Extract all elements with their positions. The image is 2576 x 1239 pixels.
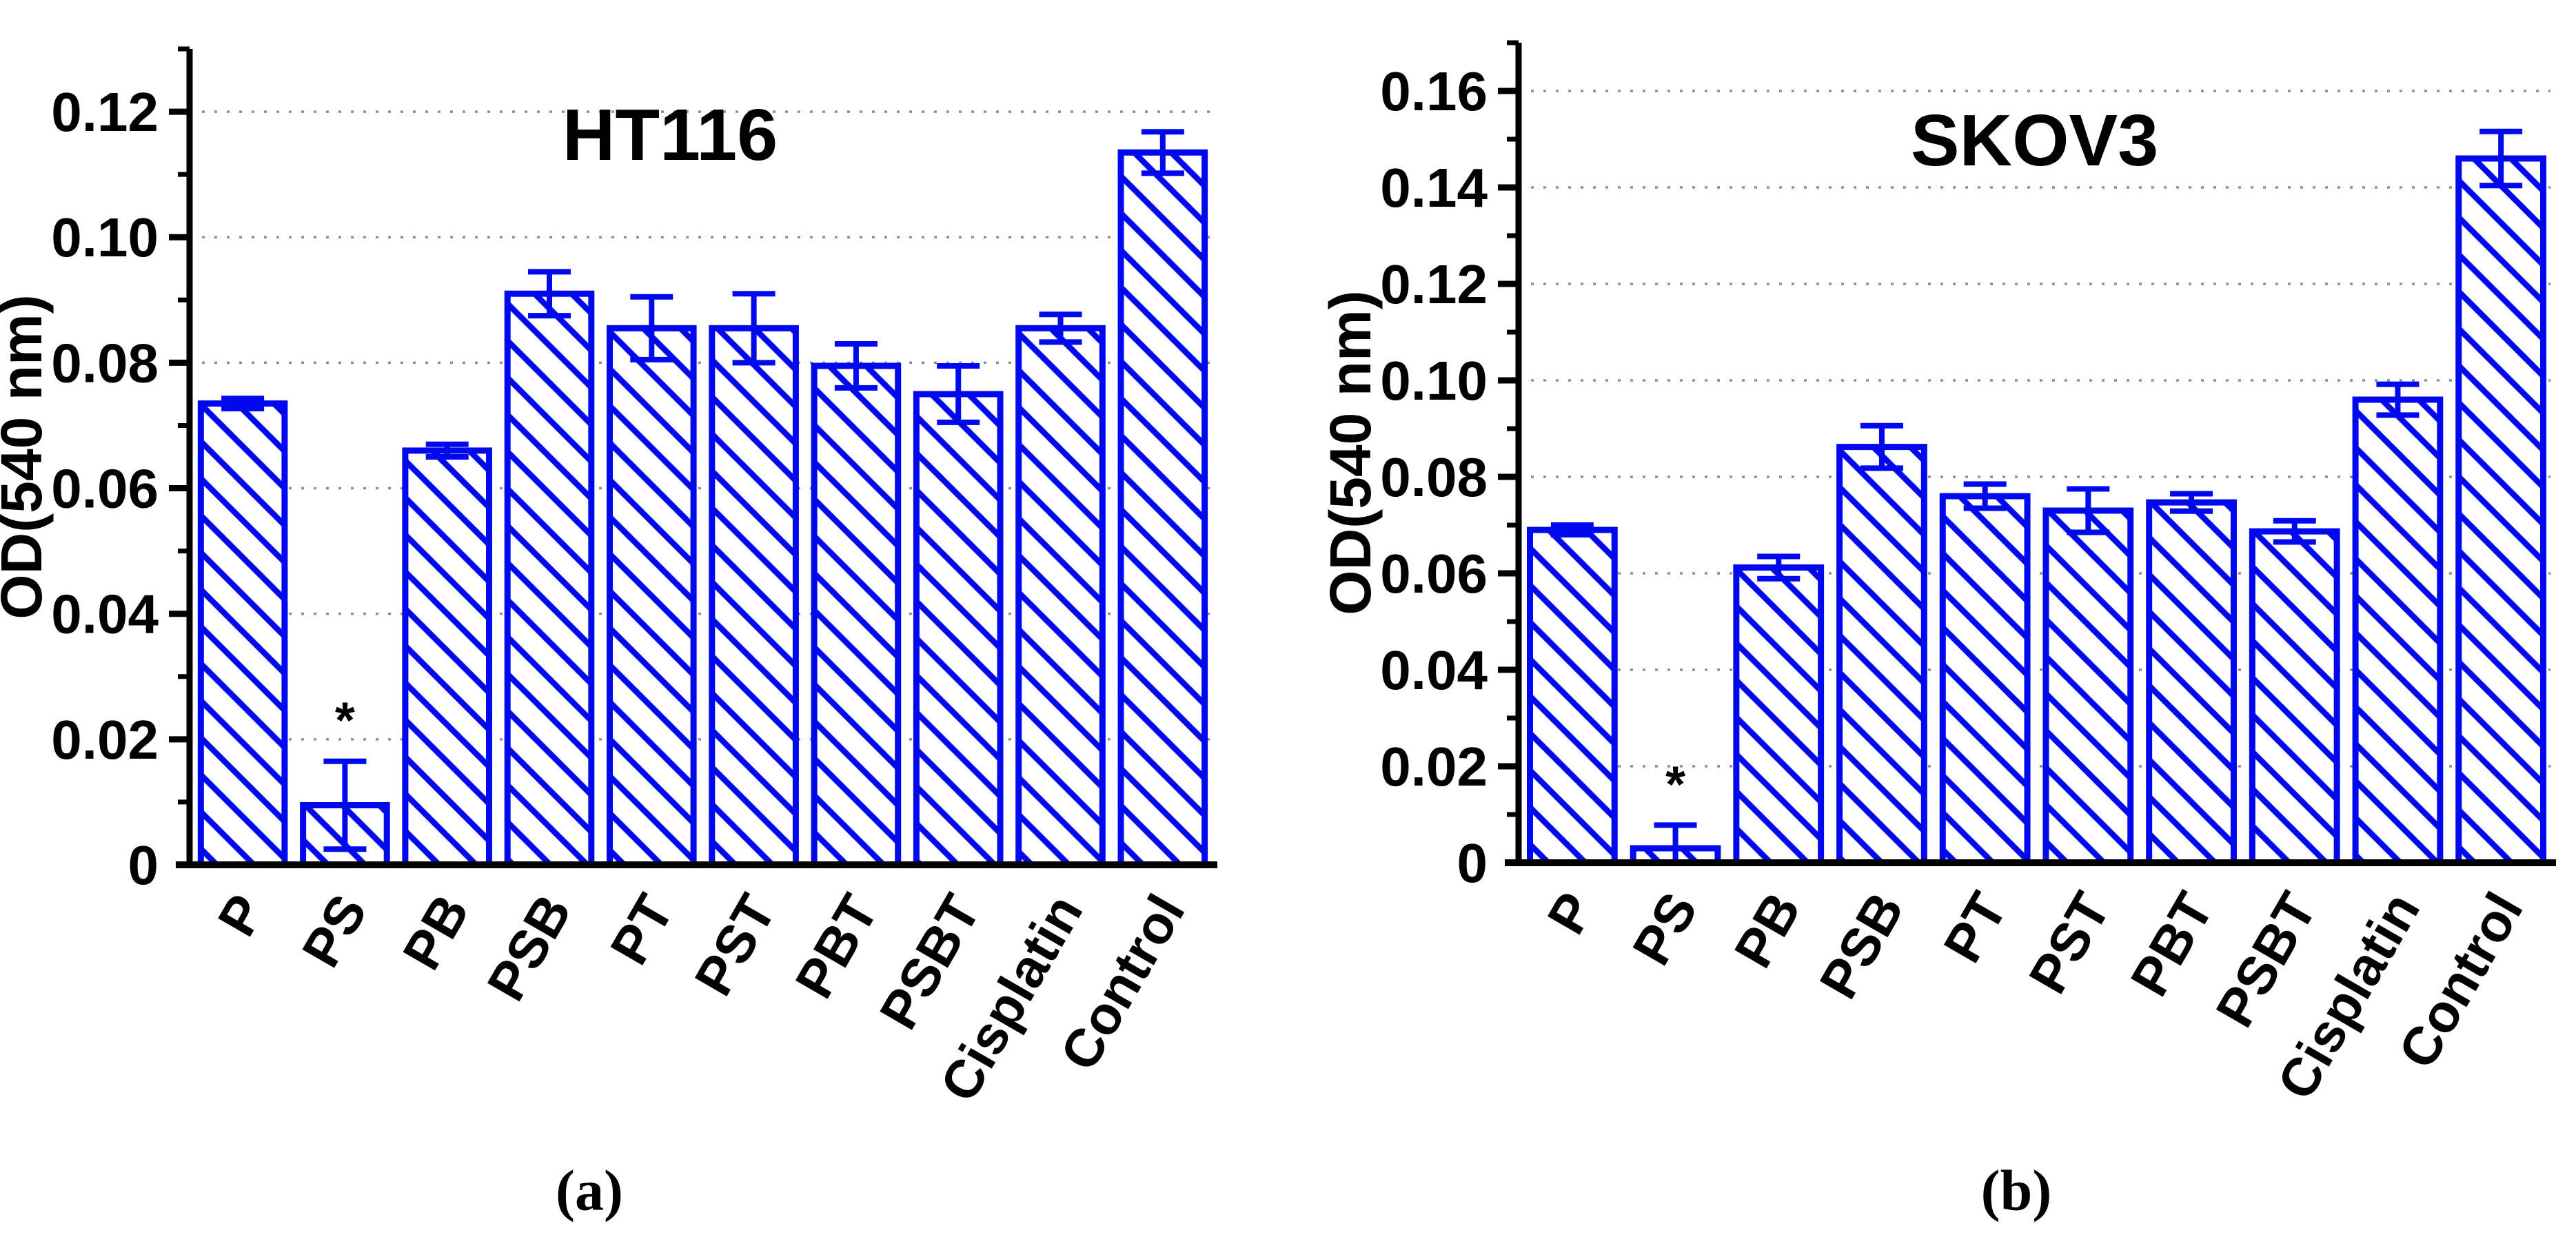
bar-hatched-rect (2146, 499, 2237, 866)
bar-cisplatin (1015, 325, 1106, 868)
bar-pst (709, 325, 799, 868)
bar-hatched-rect (709, 325, 799, 868)
error-bar-pt (630, 294, 673, 362)
bar-hatched-rect (2455, 155, 2547, 866)
x-category-label-pb: PB (1723, 883, 1812, 978)
y-tick-label: 0.12 (1380, 254, 1488, 315)
bar-cisplatin (2352, 396, 2444, 866)
caption-subfigure-a: (a) (556, 1158, 623, 1223)
bar-psbt (913, 391, 1004, 868)
bar-p (1526, 526, 1618, 866)
bar-hatched-rect (607, 325, 697, 868)
x-category-label-pt: PT (1931, 883, 2018, 972)
error-bar-pst (2067, 486, 2110, 535)
y-tick-label: 0.08 (1380, 447, 1488, 508)
y-tick-label: 0 (128, 834, 159, 896)
bar-pb (402, 447, 493, 868)
bar-hatched-rect (2249, 528, 2340, 866)
chart-title-b: SKOV3 (1911, 100, 2158, 181)
bar-hatched-rect (1836, 444, 1927, 866)
bar-psb (1836, 444, 1927, 866)
bar-control (1117, 149, 1208, 868)
error-bar-control (1141, 129, 1184, 176)
bar-hatched-rect (1733, 564, 1825, 866)
x-category-label-pbt: PBT (2119, 883, 2225, 1006)
bar-hatched-rect (2352, 396, 2444, 866)
error-bar-ps (323, 758, 367, 852)
y-tick-label: 0.08 (51, 332, 159, 393)
x-category-label-p: P (206, 885, 276, 946)
error-bar-pbt (2170, 491, 2213, 514)
y-tick-label: 0.14 (1380, 157, 1488, 218)
bar-psbt (2249, 528, 2340, 866)
x-category-label-p: P (1535, 883, 1605, 944)
y-axis-title-a: OD(540 nm) (0, 294, 54, 619)
error-bar-psb (528, 269, 571, 319)
x-category-label-pst: PST (682, 885, 787, 1005)
error-bar-p (1550, 522, 1594, 537)
bar-control (2455, 155, 2547, 866)
chart-title-a: HT116 (562, 94, 778, 176)
x-category-label-psb: PSB (475, 885, 582, 1011)
error-bar-p (221, 396, 265, 411)
significance-star: * (1665, 755, 1685, 812)
error-bar-control (2479, 128, 2523, 189)
bar-hatched-rect (1015, 325, 1106, 868)
y-tick-label: 0.06 (51, 458, 159, 520)
bar-pbt (2146, 499, 2237, 866)
error-bar-pbt (834, 341, 878, 391)
bar-hatched-rect (1939, 493, 2031, 866)
x-category-label-ps: PS (290, 885, 378, 977)
error-bar-psb (1860, 422, 1903, 471)
bar-pt (607, 325, 697, 868)
bar-psb (504, 290, 595, 868)
error-bar-psbt (937, 362, 980, 425)
x-category-label-pst: PST (2017, 883, 2122, 1003)
y-tick-label: 0.16 (1380, 61, 1488, 122)
error-bar-pt (1963, 481, 2007, 511)
y-tick-label: 0.06 (1380, 543, 1488, 604)
error-bar-pb (425, 441, 469, 460)
x-category-label-pb: PB (391, 885, 480, 980)
bar-hatched-rect (913, 391, 1004, 868)
error-bar-pb (1757, 553, 1801, 582)
x-category-label-pt: PT (598, 885, 685, 974)
error-bar-psbt (2273, 518, 2316, 545)
bar-pt (1939, 493, 2031, 866)
caption-subfigure-b: (b) (1980, 1158, 2052, 1223)
y-tick-label: 0 (1457, 832, 1488, 894)
error-bar-pst (732, 291, 775, 366)
x-category-label-psb: PSB (1807, 883, 1915, 1009)
bar-hatched-rect (1526, 526, 1618, 866)
y-tick-label: 0.10 (51, 207, 159, 268)
bar-pbt (811, 362, 902, 868)
bar-pst (2042, 507, 2134, 866)
y-axis-title-b: OD(540 nm) (1318, 290, 1383, 615)
significance-star: * (335, 692, 355, 749)
bar-hatched-rect (811, 362, 902, 868)
bar-pb (1733, 564, 1825, 866)
bar-p (197, 400, 288, 868)
y-tick-label: 0.04 (1380, 639, 1488, 701)
bar-hatched-rect (504, 290, 595, 868)
y-tick-label: 0.10 (1380, 350, 1488, 411)
bar-hatched-rect (197, 400, 288, 868)
bar-hatched-rect (402, 447, 493, 868)
bar-hatched-rect (1117, 149, 1208, 868)
y-tick-label: 0.02 (51, 709, 159, 770)
error-bar-cisplatin (1039, 311, 1082, 345)
y-tick-label: 0.04 (51, 584, 159, 645)
x-category-label-pbt: PBT (783, 885, 889, 1008)
bar-hatched-rect (2042, 507, 2134, 866)
x-category-label-ps: PS (1621, 883, 1709, 975)
error-bar-cisplatin (2376, 381, 2420, 418)
y-tick-label: 0.02 (1380, 736, 1488, 797)
y-tick-label: 0.12 (51, 81, 159, 143)
